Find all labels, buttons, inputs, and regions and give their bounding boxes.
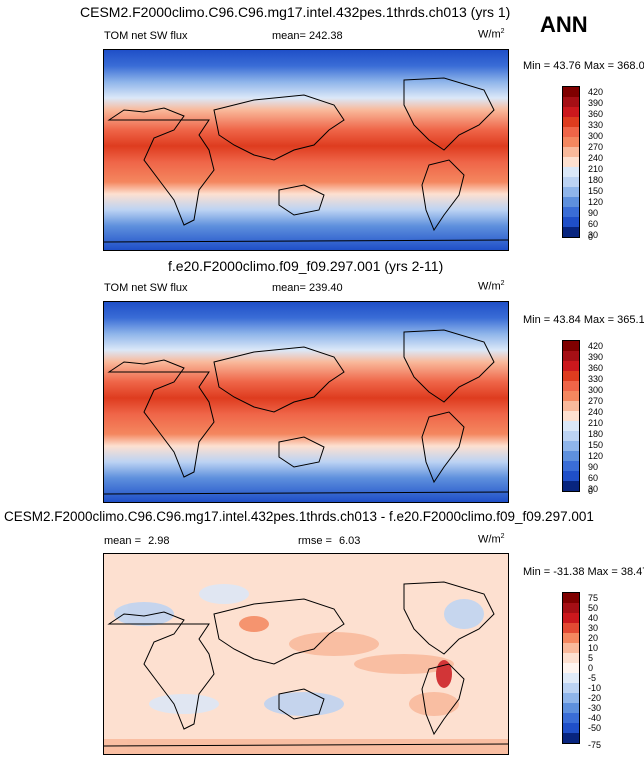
panel1-level: 270 xyxy=(588,142,604,152)
panel2-level: 240 xyxy=(588,407,604,417)
panel2-level: 390 xyxy=(588,352,604,362)
panel1-level: 90 xyxy=(588,208,599,218)
panel2-level: 420 xyxy=(588,341,604,351)
panel1-level: 240 xyxy=(588,153,604,163)
asia-coast xyxy=(213,94,345,161)
panel3-map xyxy=(103,553,509,755)
panel1-level: 300 xyxy=(588,131,604,141)
north-america-coast xyxy=(403,77,495,151)
panel3-level: 30 xyxy=(588,623,599,633)
panel2-level: 150 xyxy=(588,440,604,450)
australia-coast xyxy=(278,184,325,216)
south-america-coast xyxy=(421,159,465,232)
south-america-coast xyxy=(421,663,465,736)
panel2-level: 30 xyxy=(588,484,599,494)
panel3-level: -50 xyxy=(588,723,602,733)
panel1-level: 360 xyxy=(588,109,604,119)
panel3-level: -20 xyxy=(588,693,602,703)
panel3-colorbar xyxy=(562,592,580,744)
panel3-level: 10 xyxy=(588,643,599,653)
australia-coast xyxy=(278,436,325,468)
panel2-level: 180 xyxy=(588,429,604,439)
panel1-variable: TOM net SW flux xyxy=(104,30,188,42)
panel1-level: 120 xyxy=(588,197,604,207)
africa-europe-coast xyxy=(107,107,215,226)
panel3-rmse-value: 6.03 xyxy=(339,535,361,547)
panel3-level: -10 xyxy=(588,683,602,693)
panel3-level: 0 xyxy=(588,663,594,673)
africa-europe-coast xyxy=(107,359,215,478)
north-america-coast xyxy=(403,581,495,655)
panel3-rmse: rmse = 6.03 xyxy=(298,535,360,547)
panel2-level: 300 xyxy=(588,385,604,395)
panel3-level: 40 xyxy=(588,613,599,623)
south-america-coast xyxy=(421,411,465,484)
panel3-level: -30 xyxy=(588,703,602,713)
panel3-rmse-label: rmse = xyxy=(298,535,332,547)
panel3-mean-label: mean = xyxy=(104,535,141,547)
panel3-minmax: Min = -31.38 Max = 38.47 xyxy=(523,566,644,578)
africa-europe-coast xyxy=(107,611,215,730)
panel3-level: 20 xyxy=(588,633,599,643)
panel2-level: 90 xyxy=(588,462,599,472)
panel2-map xyxy=(103,301,509,503)
panel2-mean-value: 239.40 xyxy=(309,282,343,294)
asia-coast xyxy=(213,598,345,665)
north-america-coast xyxy=(403,329,495,403)
panel3-units: W/m2 xyxy=(478,533,505,546)
panel3-level: 75 xyxy=(588,593,599,603)
panel1-level: 180 xyxy=(588,175,604,185)
antarctica-coast xyxy=(104,491,508,495)
panel2-units: W/m2 xyxy=(478,280,505,293)
season-label: ANN xyxy=(540,12,588,37)
panel1-level: 330 xyxy=(588,120,604,130)
panel1-level: 390 xyxy=(588,98,604,108)
panel1-mean: mean= 242.38 xyxy=(272,30,343,42)
panel3-level: 50 xyxy=(588,603,599,613)
antarctica-coast xyxy=(104,743,508,747)
panel2-minmax: Min = 43.84 Max = 365.16 xyxy=(523,314,644,326)
panel2-level: 0 xyxy=(588,486,594,496)
panel2-variable: TOM net SW flux xyxy=(104,282,188,294)
panel1-minmax: Min = 43.76 Max = 368.07 xyxy=(523,60,644,72)
panel1-title: CESM2.F2000climo.C96.C96.mg17.intel.432p… xyxy=(80,4,511,20)
panel2-level: 60 xyxy=(588,473,599,483)
panel1-mean-value: 242.38 xyxy=(309,30,343,42)
panel1-map xyxy=(103,49,509,251)
panel3-level: 5 xyxy=(588,653,594,663)
panel2-level: 330 xyxy=(588,374,604,384)
panel2-level: 270 xyxy=(588,396,604,406)
panel1-level: 420 xyxy=(588,87,604,97)
panel1-units: W/m2 xyxy=(478,28,505,41)
antarctica-coast xyxy=(104,239,508,243)
panel1-level: 0 xyxy=(588,232,594,242)
panel2-level: 360 xyxy=(588,363,604,373)
panel1-level: 60 xyxy=(588,219,599,229)
panel3-level: -75 xyxy=(588,740,602,750)
panel2-colorbar xyxy=(562,340,580,492)
panel3-mean: mean = 2.98 xyxy=(104,535,169,547)
panel2-level: 120 xyxy=(588,451,604,461)
panel2-title: f.e20.F2000climo.f09_f09.297.001 (yrs 2-… xyxy=(168,258,444,274)
panel1-mean-label: mean= xyxy=(272,30,306,42)
panel3-title: CESM2.F2000climo.C96.C96.mg17.intel.432p… xyxy=(4,509,594,524)
asia-coast xyxy=(213,346,345,413)
panel2-mean-label: mean= xyxy=(272,282,306,294)
panel1-level: 210 xyxy=(588,164,604,174)
panel1-level: 30 xyxy=(588,230,599,240)
panel2-mean: mean= 239.40 xyxy=(272,282,343,294)
panel1-colorbar xyxy=(562,86,580,238)
panel3-level: -40 xyxy=(588,713,602,723)
panel1-level: 150 xyxy=(588,186,604,196)
panel2-level: 210 xyxy=(588,418,604,428)
panel3-level: -5 xyxy=(588,673,597,683)
panel3-mean-value: 2.98 xyxy=(148,535,170,547)
australia-coast xyxy=(278,688,325,720)
